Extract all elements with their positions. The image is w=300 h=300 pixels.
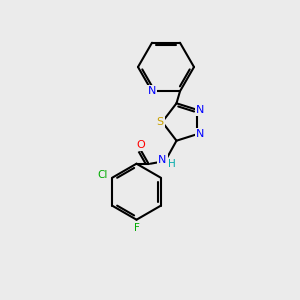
Text: O: O [136, 140, 145, 150]
Text: N: N [196, 129, 205, 139]
Text: H: H [168, 159, 176, 169]
Text: N: N [196, 105, 205, 115]
Text: N: N [158, 155, 167, 165]
Text: Cl: Cl [97, 170, 107, 180]
Text: S: S [157, 117, 164, 127]
Text: N: N [148, 86, 156, 96]
Text: F: F [134, 223, 140, 233]
